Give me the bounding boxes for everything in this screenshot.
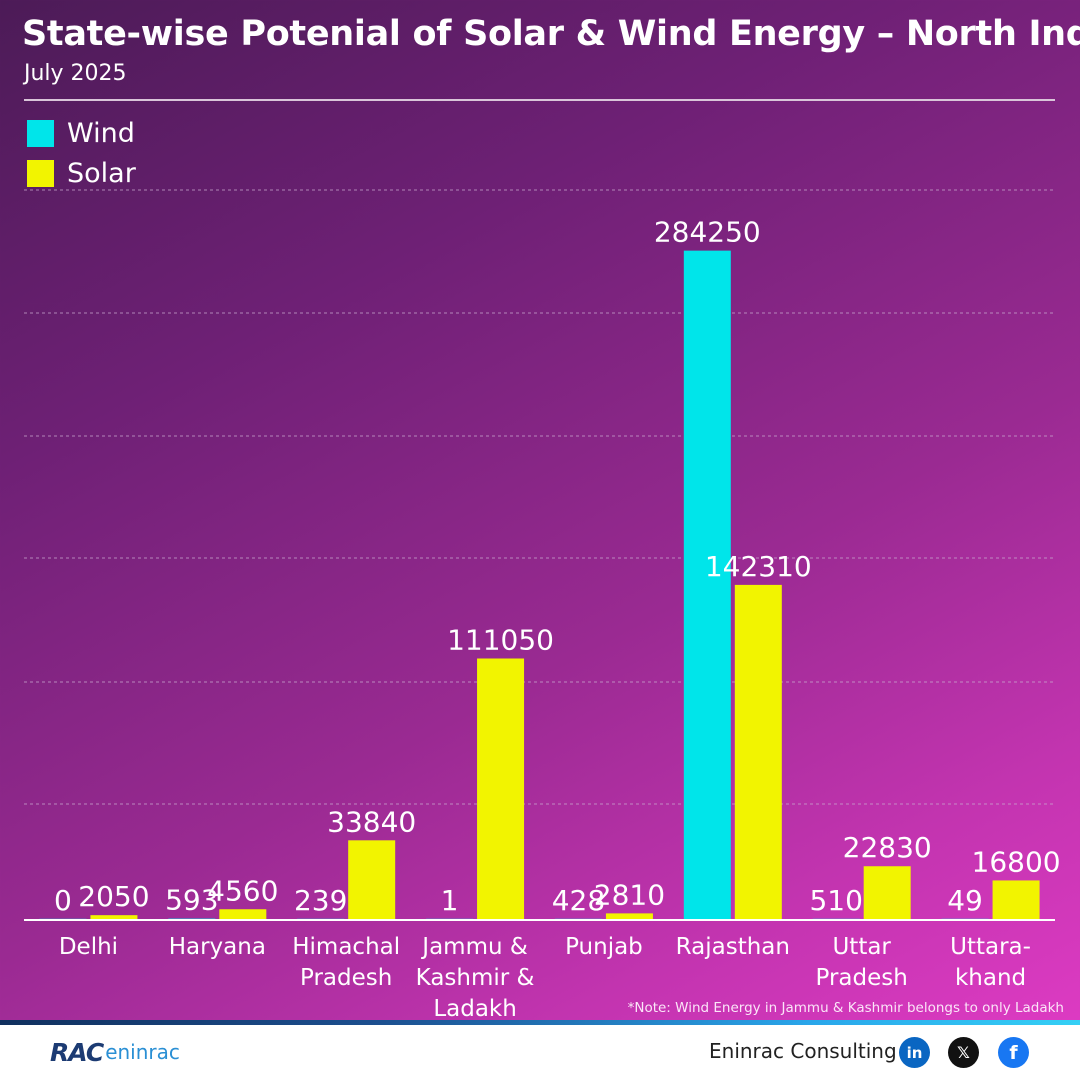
brand-name: Eninrac Consulting: [709, 1039, 897, 1063]
category-label-line: Pradesh: [300, 965, 392, 991]
data-label-solar-3: 111050: [447, 623, 554, 656]
category-label-line: Punjab: [565, 934, 643, 960]
category-label-1: Haryana: [169, 934, 266, 960]
data-label-wind-5: 284250: [654, 216, 761, 249]
category-label-4: Punjab: [565, 934, 643, 960]
data-label-solar-7: 16800: [972, 845, 1061, 878]
bar-solar-3: [477, 658, 525, 920]
bar-wind-5: [683, 250, 731, 921]
footer-accent-strip: [0, 1020, 1080, 1025]
x-icon[interactable]: 𝕏: [948, 1037, 979, 1068]
category-label-line: khand: [955, 965, 1026, 991]
legend-label-solar: Solar: [67, 157, 136, 189]
category-label-line: Pradesh: [816, 965, 908, 991]
category-label-line: Himachal: [292, 934, 400, 960]
footnote: *Note: Wind Energy in Jammu & Kashmir be…: [627, 1000, 1064, 1016]
data-label-wind-4: 428: [552, 884, 605, 917]
data-label-solar-0: 2050: [78, 880, 149, 913]
data-label-wind-6: 510: [809, 884, 862, 917]
data-label-wind-0: 0: [54, 884, 72, 917]
legend-item-solar: Solar: [27, 153, 136, 193]
legend-label-wind: Wind: [67, 117, 135, 149]
data-label-solar-6: 22830: [843, 831, 932, 864]
category-label-line: Uttar: [832, 934, 891, 960]
category-label-line: Rajasthan: [676, 934, 790, 960]
linkedin-glyph: in: [906, 1043, 923, 1062]
x-glyph: 𝕏: [957, 1043, 970, 1062]
company-logo: RAC eninrac: [50, 1037, 180, 1067]
category-label-line: Delhi: [59, 934, 118, 960]
category-label-5: Rajasthan: [676, 934, 790, 960]
facebook-glyph: f: [1009, 1041, 1018, 1064]
category-label-7: Uttara-khand: [950, 934, 1031, 991]
category-label-line: Jammu &: [420, 934, 528, 960]
facebook-icon[interactable]: f: [998, 1037, 1029, 1068]
bar-solar-1: [219, 909, 267, 920]
category-label-3: Jammu & Kashmir & Ladakh: [416, 934, 535, 1022]
category-label-line: Haryana: [169, 934, 266, 960]
bar-solar-5: [734, 584, 782, 920]
data-label-solar-2: 33840: [327, 805, 416, 838]
data-label-wind-2: 239: [294, 884, 347, 917]
footer: RAC eninrac Eninrac Consulting in 𝕏 f: [0, 1025, 1080, 1080]
bar-solar-6: [863, 866, 911, 920]
category-label-line: Ladakh: [433, 996, 517, 1022]
legend-swatch-wind: [27, 119, 54, 147]
category-label-line: Uttara-: [950, 934, 1031, 960]
bar-solar-4: [605, 913, 653, 920]
data-label-solar-5: 142310: [705, 550, 812, 583]
chart-title: State-wise Potenial of Solar & Wind Ener…: [22, 14, 1080, 54]
category-label-0: Delhi: [59, 934, 118, 960]
data-label-wind-7: 49: [947, 884, 983, 917]
legend-item-wind: Wind: [27, 113, 136, 153]
data-label-wind-1: 593: [165, 884, 218, 917]
title-divider: [24, 99, 1055, 101]
data-label-solar-1: 4560: [207, 874, 278, 907]
logo-mark: RAC: [50, 1037, 104, 1067]
legend: Wind Solar: [27, 113, 136, 193]
chart-subtitle: July 2025: [24, 61, 127, 86]
bar-solar-0: [90, 915, 138, 920]
data-label-solar-4: 2810: [594, 878, 665, 911]
linkedin-icon[interactable]: in: [899, 1037, 930, 1068]
bar-solar-7: [992, 880, 1040, 920]
category-label-2: Himachal Pradesh: [292, 934, 400, 991]
data-label-wind-3: 1: [441, 884, 459, 917]
logo-name: eninrac: [105, 1040, 180, 1064]
legend-swatch-solar: [27, 159, 54, 187]
bar-solar-2: [348, 840, 396, 920]
category-label-6: Uttar Pradesh: [816, 934, 908, 991]
category-label-line: Kashmir &: [416, 965, 535, 991]
